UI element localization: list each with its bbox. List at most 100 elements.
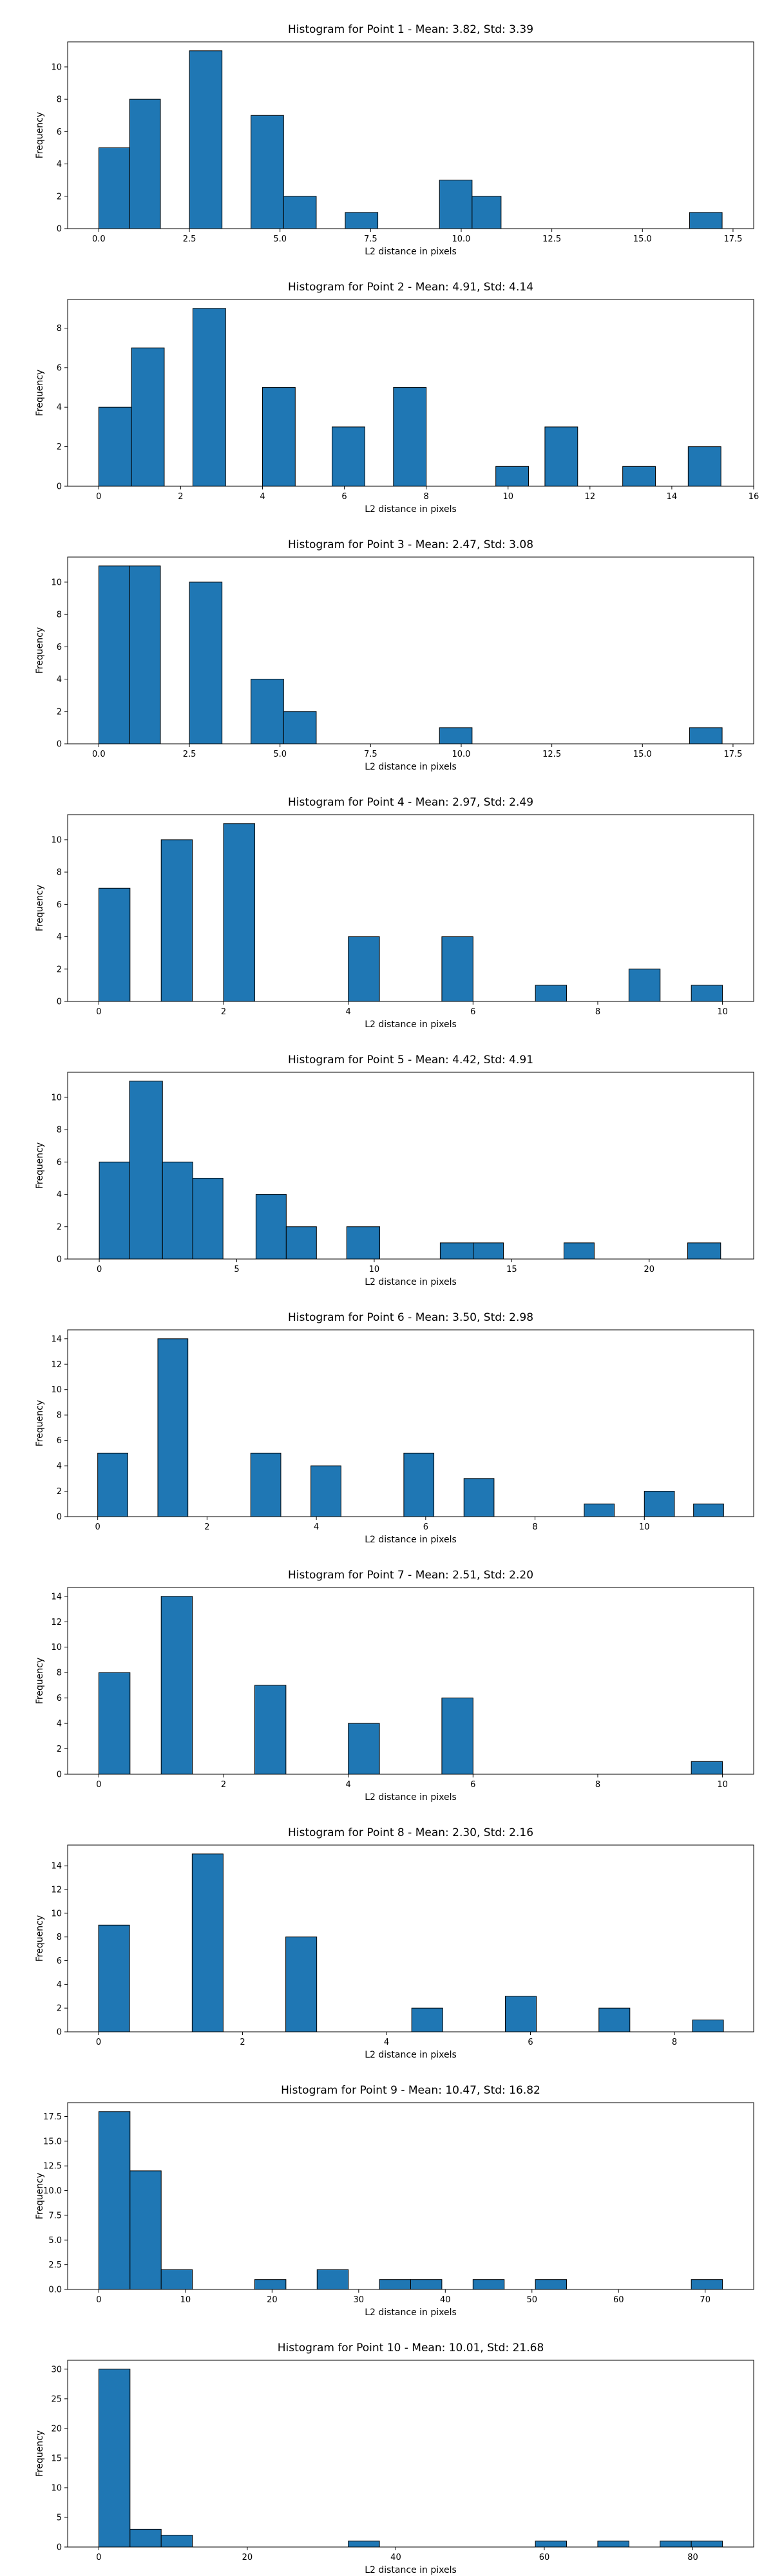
y-tick-label-1-6: 10 (51, 62, 62, 72)
x-tick-label-1-8: 17.5 (723, 234, 742, 244)
x-tick-label-2-9: 16 (749, 492, 759, 502)
x-tick-label-8-2: 2 (240, 2038, 245, 2047)
y-tick-label-5-2: 2 (57, 1222, 62, 1232)
y-tick-label-4-2: 2 (57, 965, 62, 974)
bar-3-6 (439, 727, 473, 744)
x-tick-label-5-1: 0 (97, 1265, 102, 1274)
bar-3-5 (283, 711, 317, 744)
bar-1-8 (472, 196, 502, 229)
x-tick-label-9-8: 70 (700, 2295, 711, 2305)
y-tick-label-3-2: 2 (57, 707, 62, 717)
x-tick-label-8-3: 4 (384, 2038, 389, 2047)
bar-8-5 (504, 1996, 537, 2032)
bar-8-3 (285, 1937, 318, 2032)
y-axis-label-2: Frequency (35, 370, 45, 416)
x-tick-label-1-4: 7.5 (364, 234, 377, 244)
y-axis-label-4: Frequency (35, 885, 45, 931)
x-tick-label-6-5: 8 (532, 1522, 537, 1532)
x-tick-label-7-1: 0 (96, 1780, 101, 1790)
x-axis-label-2: L2 distance in pixels (365, 504, 457, 515)
y-tick-label-1-3: 4 (57, 160, 62, 169)
y-tick-label-7-4: 6 (57, 1694, 62, 1703)
y-axis-label-3: Frequency (35, 627, 45, 674)
bar-1-1 (98, 147, 130, 229)
x-tick-label-7-4: 6 (470, 1780, 475, 1790)
bar-10-8 (691, 2541, 723, 2548)
bar-8-7 (692, 2020, 724, 2032)
y-tick-label-3-6: 10 (51, 578, 62, 587)
bar-3-1 (98, 565, 130, 744)
bar-1-2 (129, 99, 161, 229)
y-tick-label-1-5: 8 (57, 95, 62, 105)
y-tick-label-3-4: 6 (57, 643, 62, 652)
x-tick-label-3-8: 17.5 (723, 750, 742, 759)
bar-6-5 (403, 1452, 435, 1517)
x-tick-label-2-7: 12 (585, 492, 596, 502)
y-tick-label-6-2: 2 (57, 1487, 62, 1497)
y-tick-label-10-5: 20 (51, 2424, 62, 2434)
bar-10-5 (535, 2541, 568, 2548)
x-tick-label-1-5: 10.0 (452, 234, 471, 244)
bar-10-2 (129, 2528, 162, 2548)
chart-title-6: Histogram for Point 6 - Mean: 3.50, Std:… (288, 1311, 533, 1324)
x-tick-label-6-1: 0 (95, 1522, 100, 1532)
chart-title-1: Histogram for Point 1 - Mean: 3.82, Std:… (288, 23, 533, 36)
y-axis-label-9: Frequency (35, 2173, 45, 2219)
y-tick-label-2-2: 2 (57, 442, 62, 452)
bar-10-1 (98, 2369, 131, 2548)
y-tick-label-5-3: 4 (57, 1190, 62, 1200)
bar-10-6 (597, 2541, 629, 2548)
y-tick-label-5-1: 0 (57, 1255, 62, 1265)
bar-9-10 (691, 2279, 723, 2290)
chart-title-3: Histogram for Point 3 - Mean: 2.47, Std:… (288, 538, 533, 551)
x-tick-label-7-3: 4 (346, 1780, 351, 1790)
x-tick-label-6-6: 10 (639, 1522, 650, 1532)
bar-1-5 (283, 196, 317, 229)
axes-frame-4 (67, 814, 754, 1002)
axes-frame-7 (67, 1587, 754, 1775)
y-tick-label-4-1: 0 (57, 998, 62, 1007)
x-tick-label-10-3: 40 (390, 2553, 401, 2562)
chart-title-8: Histogram for Point 8 - Mean: 2.30, Std:… (288, 1826, 533, 1839)
x-tick-label-8-4: 6 (528, 2038, 533, 2047)
axes-frame-8 (67, 1844, 754, 2032)
y-axis-label-7: Frequency (35, 1658, 45, 1704)
x-tick-label-9-6: 50 (526, 2295, 537, 2305)
axes-frame-2 (67, 299, 754, 487)
x-axis-label-5: L2 distance in pixels (365, 1277, 457, 1287)
bar-5-10 (563, 1242, 595, 1260)
x-tick-label-2-4: 6 (341, 492, 347, 502)
x-tick-label-10-1: 0 (96, 2553, 101, 2562)
y-tick-label-4-6: 10 (51, 835, 62, 845)
x-tick-label-9-3: 20 (267, 2295, 278, 2305)
chart-panel-5: Histogram for Point 5 - Mean: 4.42, Std:… (35, 1054, 754, 1287)
y-tick-label-10-4: 15 (51, 2454, 62, 2463)
chart-title-2: Histogram for Point 2 - Mean: 4.91, Std:… (288, 281, 533, 294)
chart-title-7: Histogram for Point 7 - Mean: 2.51, Std:… (288, 1569, 533, 1582)
x-tick-label-2-5: 8 (424, 492, 429, 502)
y-tick-label-10-1: 0 (57, 2543, 62, 2553)
x-axis-label-6: L2 distance in pixels (365, 1535, 457, 1545)
y-tick-label-4-5: 8 (57, 868, 62, 878)
y-tick-label-8-6: 10 (51, 1909, 62, 1918)
x-tick-label-2-1: 0 (96, 492, 101, 502)
bar-2-5 (331, 426, 365, 487)
bar-5-4 (192, 1177, 224, 1260)
bar-5-1 (99, 1161, 130, 1260)
x-tick-label-8-1: 0 (96, 2038, 101, 2047)
x-tick-label-5-5: 20 (644, 1265, 655, 1274)
x-tick-label-3-2: 2.5 (183, 750, 196, 759)
bar-9-6 (379, 2279, 411, 2290)
x-tick-label-7-5: 8 (595, 1780, 600, 1790)
y-tick-label-7-5: 8 (57, 1669, 62, 1678)
y-tick-label-9-5: 10.0 (43, 2186, 62, 2196)
x-tick-label-1-7: 15.0 (633, 234, 652, 244)
bar-7-3 (254, 1685, 287, 1775)
x-tick-label-2-6: 10 (502, 492, 513, 502)
x-axis-label-4: L2 distance in pixels (365, 1019, 457, 1030)
x-tick-label-9-1: 0 (96, 2295, 101, 2305)
x-tick-label-5-4: 15 (506, 1265, 517, 1274)
bar-7-5 (441, 1698, 473, 1775)
x-axis-label-10: L2 distance in pixels (365, 2565, 457, 2575)
y-tick-label-3-3: 4 (57, 675, 62, 685)
